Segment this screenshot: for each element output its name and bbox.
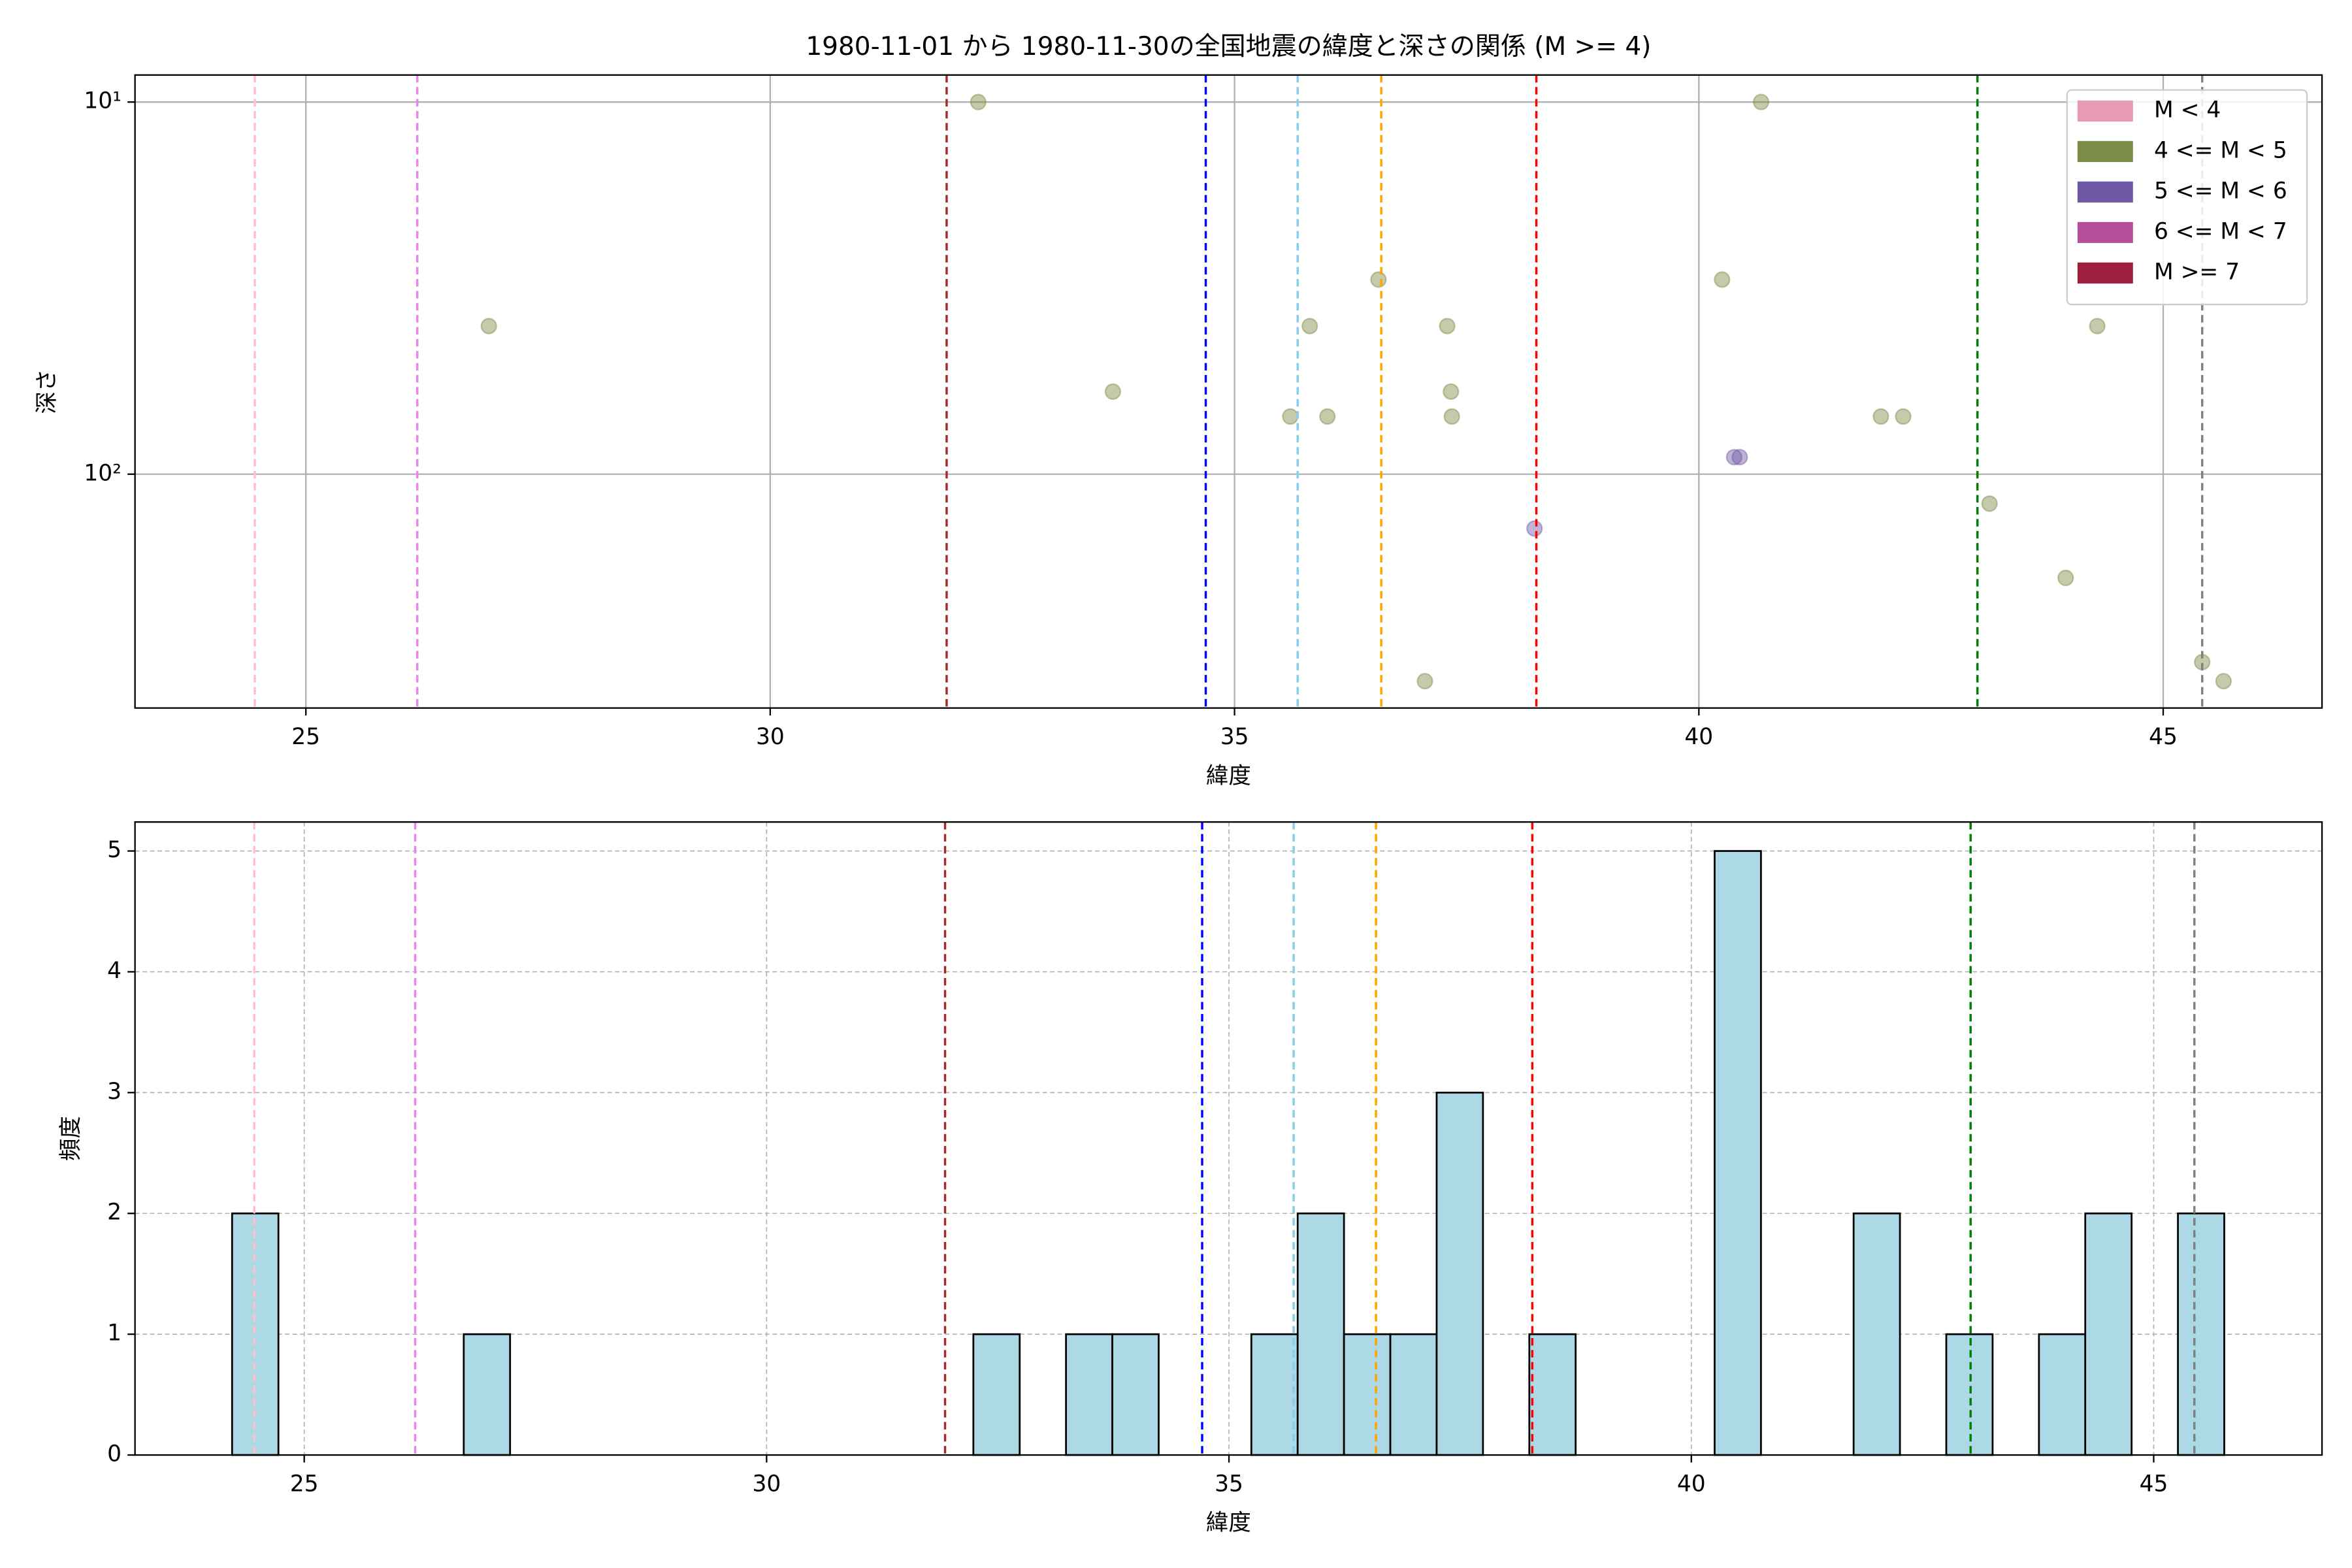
x-tick-label: 45 — [2149, 724, 2178, 750]
x-axis-label: 緯度 — [1206, 1510, 1251, 1536]
x-tick-label: 40 — [1677, 1471, 1706, 1497]
histogram-bar — [1389, 1333, 1438, 1456]
histogram-bar — [1714, 850, 1762, 1456]
scatter-point — [1895, 408, 1912, 425]
scatter-point — [2057, 569, 2074, 587]
scatter-point — [1439, 318, 1456, 335]
legend-label: 5 <= M < 6 — [2154, 178, 2287, 204]
y-axis-label: 頻度 — [58, 1116, 84, 1161]
chart-title: 1980-11-01 から 1980-11-30の全国地震の緯度と深さの関係 (… — [806, 32, 1651, 61]
scatter-point — [1301, 318, 1318, 335]
x-tick-label: 30 — [756, 724, 785, 750]
scatter-point — [1370, 271, 1387, 288]
x-tick-label: 30 — [752, 1471, 781, 1497]
y-tick-label: 10² — [84, 460, 122, 486]
plot-area: 25 30 35 40 45 10¹ 10² 緯度 深さ M < 4 4 <= M < 5 5 <= … — [34, 74, 2323, 789]
scatter-point — [1416, 672, 1433, 690]
scatter-point — [1872, 408, 1889, 425]
y-axis-label: 深さ — [34, 369, 60, 414]
scatter-point — [970, 93, 987, 110]
y-tick-label: 5 — [107, 837, 122, 863]
scatter-point — [2089, 318, 2106, 335]
legend-swatch — [2077, 140, 2133, 162]
scatter-point — [1526, 520, 1543, 537]
histogram-bar — [1852, 1212, 1901, 1456]
x-tick-label: 35 — [1220, 724, 1249, 750]
histogram-bar — [1435, 1091, 1484, 1456]
histogram-bar — [1065, 1333, 1113, 1456]
histogram-bar — [463, 1333, 512, 1456]
histogram-bar — [1250, 1333, 1299, 1456]
x-tick-label: 45 — [2140, 1471, 2168, 1497]
scatter-point — [2215, 672, 2232, 690]
scatter-point — [1981, 495, 1998, 512]
legend-label: 4 <= M < 5 — [2154, 137, 2287, 163]
x-tick-label: 35 — [1215, 1471, 1243, 1497]
x-tick-label: 40 — [1684, 724, 1713, 750]
x-axis-label: 緯度 — [1206, 763, 1251, 789]
histogram-bar — [1111, 1333, 1160, 1456]
scatter-point — [1725, 449, 1742, 466]
scatter-point — [1714, 271, 1731, 288]
histogram-bar — [2084, 1212, 2133, 1456]
legend: M < 4 4 <= M < 5 5 <= M < 6 6 <= M < 7 M >= … — [2066, 89, 2308, 306]
scatter-point — [1731, 449, 1748, 466]
legend-label: 6 <= M < 7 — [2154, 218, 2287, 244]
scatter-point — [1752, 93, 1770, 110]
axes-frame — [134, 821, 2323, 1456]
y-tick-label: 1 — [107, 1320, 122, 1347]
scatter-point — [1443, 408, 1460, 425]
legend-swatch — [2077, 181, 2133, 203]
y-tick-label: 4 — [107, 958, 122, 984]
scatter-point — [1282, 408, 1299, 425]
scatter-point — [1443, 383, 1460, 400]
legend-swatch — [2077, 221, 2133, 243]
axes-frame — [134, 74, 2323, 709]
histogram-bar — [2177, 1212, 2225, 1456]
y-tick-label: 2 — [107, 1200, 122, 1226]
legend-swatch — [2077, 262, 2133, 284]
histogram-bar — [972, 1333, 1021, 1456]
x-tick-label: 25 — [290, 1471, 319, 1497]
histogram-bar — [2038, 1333, 2087, 1456]
histogram-bar — [1343, 1333, 1392, 1456]
x-tick-label: 25 — [291, 724, 320, 750]
histogram-bar — [231, 1212, 280, 1456]
histogram-bar — [1528, 1333, 1577, 1456]
legend-swatch — [2077, 100, 2133, 122]
y-tick-label: 3 — [107, 1079, 122, 1105]
histogram-bar — [1945, 1333, 1994, 1456]
scatter-point — [1104, 383, 1122, 400]
scatter-point — [480, 318, 497, 335]
histogram-bar — [1296, 1212, 1345, 1456]
y-tick-label: 0 — [107, 1441, 122, 1467]
y-tick-label: 10¹ — [84, 88, 122, 114]
legend-label: M < 4 — [2154, 97, 2221, 123]
legend-label: M >= 7 — [2154, 259, 2240, 285]
scatter-point — [1319, 408, 1336, 425]
